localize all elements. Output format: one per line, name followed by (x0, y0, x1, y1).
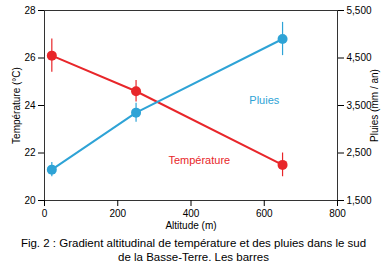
svg-text:20: 20 (24, 195, 36, 206)
svg-text:4,500: 4,500 (347, 52, 372, 63)
svg-text:26: 26 (24, 52, 36, 63)
svg-text:600: 600 (256, 208, 273, 219)
svg-text:Pluies (mm / an): Pluies (mm / an) (369, 69, 380, 142)
svg-text:800: 800 (329, 208, 346, 219)
svg-text:400: 400 (183, 208, 200, 219)
svg-text:2,500: 2,500 (347, 147, 372, 158)
svg-text:Température: Température (168, 154, 230, 166)
svg-text:28: 28 (24, 5, 36, 16)
svg-text:Pluies: Pluies (249, 94, 279, 106)
svg-text:24: 24 (24, 100, 36, 111)
svg-text:Température (°C): Température (°C) (11, 67, 22, 144)
svg-text:200: 200 (109, 208, 126, 219)
svg-text:0: 0 (42, 208, 48, 219)
svg-text:3,500: 3,500 (346, 99, 372, 111)
svg-text:1,500: 1,500 (347, 195, 372, 206)
svg-text:Altitude (m): Altitude (m) (165, 220, 216, 231)
svg-text:22: 22 (24, 147, 36, 158)
svg-text:5,500: 5,500 (347, 5, 372, 16)
html-text:Fig. 2 : Gradient altitudinal: Fig. 2 : Gradient altitudinal de tempéra… (20, 237, 367, 263)
